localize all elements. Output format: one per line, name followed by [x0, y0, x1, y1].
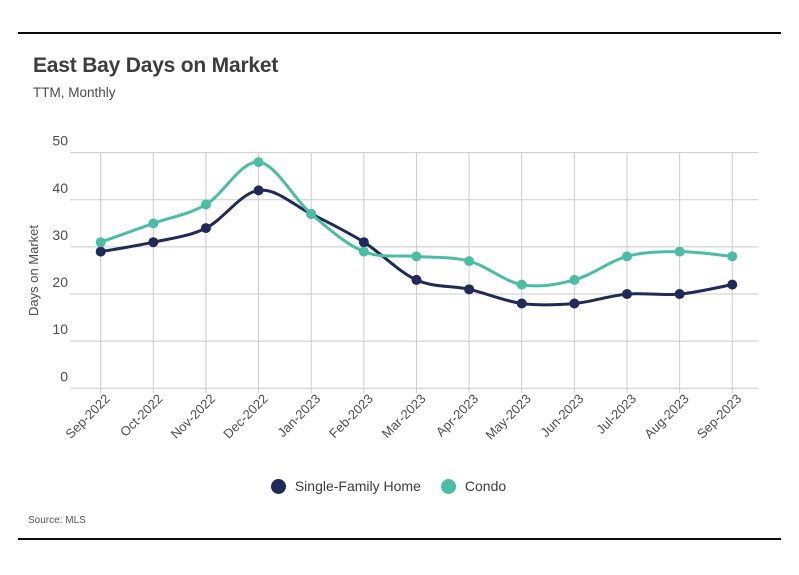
data-point-condo-Jun-2023	[569, 274, 580, 285]
x-tick-label: Dec-2022	[220, 391, 270, 441]
data-point-condo-Sep-2023	[727, 251, 738, 262]
x-tick-label: Jul-2023	[593, 391, 639, 437]
data-point-condo-Nov-2022	[200, 199, 211, 210]
x-tick-label: Nov-2022	[168, 391, 218, 441]
chart-legend: Single-Family Home Condo	[0, 478, 799, 494]
data-point-single-family-home-Sep-2023	[727, 279, 738, 290]
data-point-condo-Dec-2022	[253, 157, 264, 168]
y-tick-label: 0	[60, 368, 68, 384]
data-point-condo-Oct-2022	[148, 218, 159, 229]
data-point-single-family-home-Mar-2023	[411, 274, 422, 285]
data-point-single-family-home-Sep-2022	[95, 246, 106, 257]
legend-label-condo: Condo	[464, 478, 507, 494]
x-tick-label: Oct-2022	[117, 391, 165, 439]
data-point-condo-Sep-2022	[95, 237, 106, 248]
x-tick-label: Mar-2023	[379, 391, 429, 441]
top-divider	[18, 32, 781, 34]
x-tick-label: Sep-2022	[62, 391, 112, 441]
legend-item-condo: Condo	[440, 478, 507, 494]
data-point-single-family-home-Jun-2023	[569, 298, 580, 309]
y-tick-label: 20	[52, 274, 68, 290]
source-note: Source: MLS	[28, 515, 86, 526]
data-point-single-family-home-Dec-2022	[253, 185, 264, 196]
x-tick-label: Apr-2023	[433, 391, 481, 439]
legend-label-single-family-home: Single-Family Home	[294, 478, 421, 494]
data-point-condo-Aug-2023	[674, 246, 685, 257]
bottom-divider	[18, 538, 781, 540]
data-point-single-family-home-Aug-2023	[674, 289, 685, 300]
legend-item-single-family-home: Single-Family Home	[270, 478, 421, 494]
data-point-single-family-home-Oct-2022	[148, 237, 159, 248]
data-point-single-family-home-Nov-2022	[200, 223, 211, 234]
data-point-condo-Apr-2023	[464, 256, 475, 267]
data-point-condo-Jul-2023	[622, 251, 632, 262]
legend-swatch-single-family-home-icon	[270, 478, 286, 494]
page-subtitle: TTM, Monthly	[33, 85, 116, 100]
x-tick-label: Aug-2023	[641, 391, 691, 441]
y-tick-label: 50	[52, 133, 68, 149]
x-tick-label: Jun-2023	[538, 391, 587, 440]
page-title: East Bay Days on Market	[33, 54, 279, 77]
data-point-single-family-home-Jul-2023	[622, 289, 632, 300]
x-tick-label: May-2023	[482, 391, 533, 442]
data-point-single-family-home-Feb-2023	[358, 237, 369, 248]
y-tick-label: 40	[52, 180, 68, 196]
x-tick-label: Feb-2023	[326, 391, 376, 441]
x-tick-label: Sep-2023	[694, 391, 744, 441]
data-point-single-family-home-Apr-2023	[464, 284, 475, 295]
y-axis-title: Days on Market	[26, 225, 41, 316]
data-point-condo-Feb-2023	[358, 246, 369, 257]
data-point-condo-Jan-2023	[306, 208, 317, 219]
y-tick-label: 10	[52, 321, 68, 337]
legend-swatch-condo-icon	[440, 478, 456, 494]
data-point-single-family-home-May-2023	[516, 298, 527, 309]
x-tick-label: Jan-2023	[274, 391, 323, 440]
data-point-condo-May-2023	[516, 279, 527, 290]
data-point-condo-Mar-2023	[411, 251, 422, 262]
y-tick-label: 30	[52, 227, 68, 243]
